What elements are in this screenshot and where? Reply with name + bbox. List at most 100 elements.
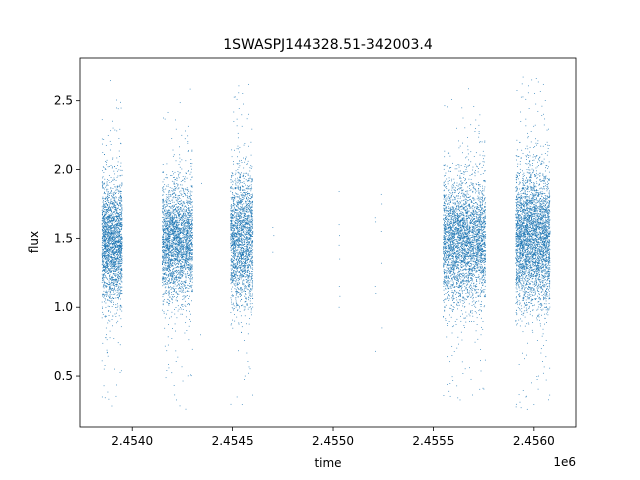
data-point — [176, 254, 178, 256]
data-point — [115, 250, 117, 252]
data-point — [191, 290, 193, 292]
data-point — [110, 268, 111, 270]
data-point — [177, 277, 179, 279]
data-point — [171, 311, 173, 313]
data-point — [175, 252, 177, 254]
data-point — [121, 257, 123, 259]
data-point — [184, 226, 186, 228]
data-point — [112, 233, 114, 234]
data-point — [243, 239, 245, 241]
data-point — [106, 218, 108, 219]
data-point — [168, 251, 170, 253]
data-point — [163, 208, 164, 209]
data-point — [113, 269, 115, 271]
data-point — [168, 245, 170, 247]
data-point — [166, 350, 168, 352]
data-point — [116, 279, 118, 281]
data-point — [179, 245, 181, 247]
data-point — [183, 251, 185, 253]
data-point — [162, 285, 164, 287]
data-point — [190, 284, 192, 286]
data-point — [111, 256, 112, 258]
data-point — [178, 220, 180, 222]
data-point — [111, 190, 112, 192]
data-point — [109, 233, 111, 235]
data-point — [114, 266, 116, 268]
data-point — [186, 222, 188, 224]
data-point — [177, 285, 178, 287]
data-point — [120, 275, 122, 277]
data-point — [188, 266, 189, 268]
data-point — [166, 246, 168, 248]
data-point — [171, 213, 173, 215]
data-point — [180, 253, 182, 255]
data-point — [111, 256, 113, 258]
data-point — [120, 281, 122, 283]
data-point — [118, 240, 119, 242]
data-point — [175, 221, 177, 222]
data-point — [246, 230, 248, 232]
data-point — [167, 239, 169, 241]
data-point — [185, 239, 187, 241]
data-point — [115, 220, 116, 222]
data-point — [109, 243, 111, 245]
data-point — [186, 216, 188, 218]
data-point — [183, 224, 185, 225]
data-point — [120, 247, 122, 249]
data-point — [170, 258, 172, 260]
data-point — [108, 216, 110, 218]
data-point — [109, 166, 110, 167]
data-point — [183, 240, 184, 242]
data-point — [186, 233, 188, 234]
data-point — [114, 231, 115, 233]
data-point — [171, 204, 173, 206]
data-point — [170, 213, 171, 215]
data-point — [190, 313, 191, 315]
data-point — [186, 248, 188, 250]
data-point — [115, 254, 117, 256]
data-point — [107, 247, 109, 248]
data-point — [180, 248, 182, 250]
data-point — [162, 261, 164, 263]
data-point — [104, 269, 106, 270]
data-point — [105, 212, 107, 214]
data-point — [162, 266, 164, 268]
data-point — [119, 232, 120, 234]
data-point — [112, 270, 114, 272]
data-point — [189, 231, 191, 233]
data-point — [185, 268, 187, 270]
data-point — [165, 255, 167, 257]
data-point — [173, 296, 175, 297]
data-point — [119, 244, 121, 246]
data-point — [116, 212, 118, 214]
data-point — [115, 226, 117, 228]
data-point — [169, 280, 170, 282]
data-point — [101, 282, 103, 283]
data-point — [121, 208, 123, 210]
data-point — [168, 260, 170, 262]
data-point — [182, 295, 184, 297]
data-point — [107, 251, 108, 252]
data-point — [113, 225, 115, 226]
data-point — [187, 250, 189, 252]
data-point — [110, 227, 112, 228]
data-point — [175, 244, 177, 245]
data-point — [171, 297, 173, 299]
data-point — [111, 301, 112, 303]
data-point — [111, 257, 113, 259]
data-point — [163, 246, 165, 247]
data-point — [184, 284, 186, 286]
data-point — [191, 232, 192, 234]
data-point — [186, 310, 187, 312]
data-point — [162, 230, 164, 232]
data-point — [175, 188, 177, 190]
data-point — [109, 276, 111, 278]
data-point — [105, 240, 106, 242]
data-point — [173, 237, 175, 239]
data-point — [115, 236, 117, 238]
data-point — [186, 287, 188, 289]
data-point — [189, 228, 191, 229]
data-point — [180, 244, 182, 246]
data-point — [185, 257, 187, 259]
data-point — [168, 209, 170, 211]
